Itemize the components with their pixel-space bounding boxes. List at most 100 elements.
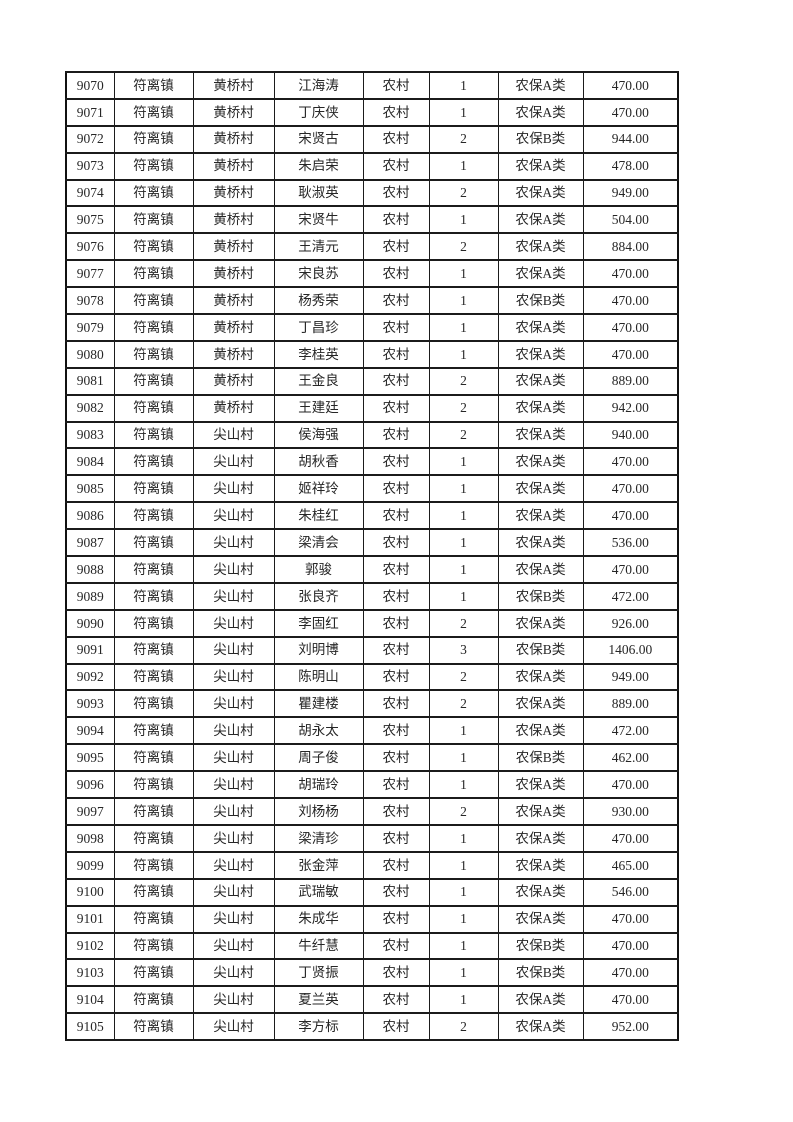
town-cell: 符离镇	[113, 958, 194, 988]
person-count-cell: 2	[428, 797, 499, 826]
town-cell: 符离镇	[113, 97, 194, 127]
town-cell: 符离镇	[113, 850, 194, 880]
town-cell: 符离镇	[113, 770, 194, 800]
amount-cell: 942.00	[582, 393, 679, 423]
insurance-category-cell: 农保A类	[497, 393, 584, 423]
village-cell: 尖山村	[192, 823, 275, 853]
town-cell: 符离镇	[113, 339, 194, 369]
residence-type-cell: 农村	[362, 985, 430, 1015]
insurance-category-cell: 农保B类	[497, 743, 584, 773]
village-cell: 黄桥村	[192, 339, 275, 369]
table-row: 9103 符离镇 尖山村 丁贤振 农村 1 农保B类 470.00	[65, 958, 679, 988]
residence-type-cell: 农村	[362, 528, 430, 558]
person-count-cell: 1	[428, 743, 499, 773]
serial-number-cell: 9087	[65, 528, 115, 558]
table-row: 9077 符离镇 黄桥村 宋良苏 农村 1 农保A类 470.00	[65, 259, 679, 289]
person-count-cell: 1	[428, 259, 499, 289]
residence-type-cell: 农村	[362, 501, 430, 531]
village-cell: 黄桥村	[192, 124, 275, 154]
serial-number-cell: 9083	[65, 420, 115, 450]
table-row: 9072 符离镇 黄桥村 宋贤古 农村 2 农保B类 944.00	[65, 124, 679, 154]
serial-number-cell: 9092	[65, 662, 115, 692]
serial-number-cell: 9096	[65, 770, 115, 800]
serial-number-cell: 9081	[65, 366, 115, 396]
village-cell: 尖山村	[192, 635, 275, 665]
amount-cell: 470.00	[582, 339, 679, 369]
town-cell: 符离镇	[113, 608, 194, 638]
insurance-category-cell: 农保A类	[497, 205, 584, 235]
residence-type-cell: 农村	[362, 366, 430, 396]
person-name-cell: 牛纤慧	[273, 931, 364, 961]
person-count-cell: 2	[428, 232, 499, 262]
person-count-cell: 2	[428, 689, 499, 719]
insurance-category-cell: 农保A类	[497, 850, 584, 880]
person-count-cell: 1	[428, 313, 499, 342]
table-row: 9087 符离镇 尖山村 梁清会 农村 1 农保A类 536.00	[65, 528, 679, 558]
insurance-category-cell: 农保A类	[497, 474, 584, 504]
residence-type-cell: 农村	[362, 313, 430, 342]
person-name-cell: 朱成华	[273, 904, 364, 934]
serial-number-cell: 9071	[65, 97, 115, 127]
amount-cell: 470.00	[582, 501, 679, 531]
amount-cell: 470.00	[582, 447, 679, 477]
village-cell: 黄桥村	[192, 286, 275, 316]
amount-cell: 884.00	[582, 232, 679, 262]
village-cell: 尖山村	[192, 555, 275, 584]
residence-type-cell: 农村	[362, 259, 430, 289]
person-name-cell: 陈明山	[273, 662, 364, 692]
insurance-category-cell: 农保A类	[497, 770, 584, 800]
amount-cell: 504.00	[582, 205, 679, 235]
person-name-cell: 张良齐	[273, 581, 364, 611]
amount-cell: 952.00	[582, 1012, 679, 1042]
table-row: 9099 符离镇 尖山村 张金萍 农村 1 农保A类 465.00	[65, 850, 679, 880]
insurance-category-cell: 农保A类	[497, 97, 584, 127]
insurance-category-cell: 农保A类	[497, 447, 584, 477]
serial-number-cell: 9100	[65, 877, 115, 907]
person-count-cell: 2	[428, 662, 499, 692]
person-count-cell: 1	[428, 716, 499, 746]
table-row: 9100 符离镇 尖山村 武瑞敏 农村 1 农保A类 546.00	[65, 877, 679, 907]
serial-number-cell: 9085	[65, 474, 115, 504]
insurance-category-cell: 农保A类	[497, 259, 584, 289]
person-name-cell: 侯海强	[273, 420, 364, 450]
insurance-category-cell: 农保A类	[497, 71, 584, 100]
person-name-cell: 张金萍	[273, 850, 364, 880]
serial-number-cell: 9104	[65, 985, 115, 1015]
serial-number-cell: 9078	[65, 286, 115, 316]
village-cell: 尖山村	[192, 608, 275, 638]
table-row: 9096 符离镇 尖山村 胡瑞玲 农村 1 农保A类 470.00	[65, 770, 679, 800]
person-count-cell: 1	[428, 71, 499, 100]
town-cell: 符离镇	[113, 904, 194, 934]
amount-cell: 889.00	[582, 689, 679, 719]
person-count-cell: 1	[428, 339, 499, 369]
person-count-cell: 2	[428, 124, 499, 154]
amount-cell: 470.00	[582, 770, 679, 800]
village-cell: 尖山村	[192, 662, 275, 692]
insurance-category-cell: 农保A类	[497, 662, 584, 692]
table-row: 9098 符离镇 尖山村 梁清珍 农村 1 农保A类 470.00	[65, 823, 679, 853]
village-cell: 尖山村	[192, 716, 275, 746]
insurance-category-cell: 农保A类	[497, 904, 584, 934]
town-cell: 符离镇	[113, 743, 194, 773]
village-cell: 黄桥村	[192, 151, 275, 181]
amount-cell: 470.00	[582, 97, 679, 127]
person-count-cell: 2	[428, 608, 499, 638]
insurance-category-cell: 农保A类	[497, 232, 584, 262]
table-row: 9093 符离镇 尖山村 瞿建楼 农村 2 农保A类 889.00	[65, 689, 679, 719]
residence-type-cell: 农村	[362, 662, 430, 692]
serial-number-cell: 9105	[65, 1012, 115, 1042]
amount-cell: 470.00	[582, 259, 679, 289]
insurance-category-cell: 农保B类	[497, 635, 584, 665]
insurance-category-cell: 农保A类	[497, 608, 584, 638]
table-row: 9071 符离镇 黄桥村 丁庆侠 农村 1 农保A类 470.00	[65, 97, 679, 127]
table-row: 9089 符离镇 尖山村 张良齐 农村 1 农保B类 472.00	[65, 581, 679, 611]
person-count-cell: 3	[428, 635, 499, 665]
serial-number-cell: 9077	[65, 259, 115, 289]
serial-number-cell: 9070	[65, 71, 115, 100]
village-cell: 尖山村	[192, 904, 275, 934]
town-cell: 符离镇	[113, 286, 194, 316]
town-cell: 符离镇	[113, 420, 194, 450]
residence-type-cell: 农村	[362, 689, 430, 719]
person-count-cell: 2	[428, 1012, 499, 1042]
person-name-cell: 胡瑞玲	[273, 770, 364, 800]
